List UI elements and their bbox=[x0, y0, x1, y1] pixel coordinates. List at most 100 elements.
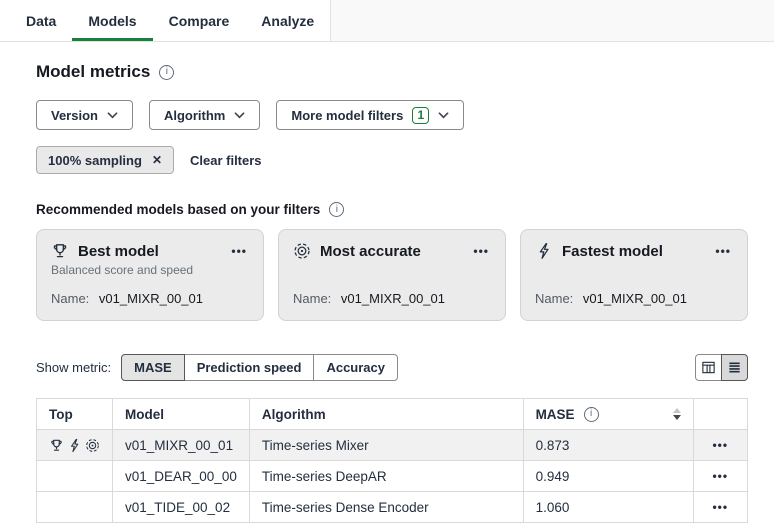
tab-compare[interactable]: Compare bbox=[168, 12, 230, 29]
trophy-icon bbox=[53, 244, 67, 258]
card-name-row: Name: v01_MIXR_00_01 bbox=[293, 291, 491, 306]
metric-segmented-control: MASE Prediction speed Accuracy bbox=[121, 354, 398, 381]
filter-count-badge: 1 bbox=[412, 106, 430, 124]
col-header-mase: MASE i bbox=[522, 398, 694, 430]
chevron-down-icon bbox=[107, 111, 118, 119]
metric-option-mase[interactable]: MASE bbox=[121, 354, 185, 381]
clear-filters-button[interactable]: Clear filters bbox=[190, 152, 262, 168]
mase-cell: 1.060 bbox=[522, 491, 694, 523]
card-header: Fastest model ••• bbox=[535, 242, 733, 260]
algorithm-cell: Time-series Dense Encoder bbox=[248, 491, 524, 523]
list-view-button[interactable] bbox=[721, 354, 748, 381]
best-model-card[interactable]: Best model ••• Balanced score and speed … bbox=[36, 229, 264, 321]
ellipsis-menu-icon[interactable]: ••• bbox=[473, 244, 489, 258]
metric-option-accuracy[interactable]: Accuracy bbox=[313, 354, 398, 381]
tab-models[interactable]: Models bbox=[72, 0, 153, 41]
sort-down-icon bbox=[672, 415, 681, 420]
top-badges bbox=[36, 491, 113, 523]
show-metric-label: Show metric: bbox=[36, 360, 112, 375]
metric-option-prediction-speed[interactable]: Prediction speed bbox=[183, 354, 315, 381]
col-header-mase-label: MASE bbox=[535, 406, 575, 422]
sort-arrows[interactable] bbox=[672, 408, 681, 420]
algorithm-filter-dropdown[interactable]: Algorithm bbox=[148, 100, 261, 130]
target-icon bbox=[86, 438, 99, 452]
algorithm-filter-label: Algorithm bbox=[163, 107, 226, 123]
tab-data[interactable]: Data bbox=[26, 12, 57, 29]
list-view-icon bbox=[729, 362, 740, 373]
sampling-filter-chip[interactable]: 100% sampling ✕ bbox=[36, 146, 174, 174]
model-name: v01_MIXR_00_01 bbox=[98, 291, 203, 306]
card-name-row: Name: v01_MIXR_00_01 bbox=[535, 291, 733, 306]
table-view-icon bbox=[702, 361, 715, 374]
top-badges bbox=[49, 438, 100, 453]
row-ellipsis-menu-icon[interactable]: ••• bbox=[712, 500, 729, 514]
model-name: v01_MIXR_00_01 bbox=[340, 291, 445, 306]
tab-analyze[interactable]: Analyze bbox=[261, 12, 315, 29]
card-header: Most accurate ••• bbox=[293, 242, 491, 260]
card-title: Fastest model bbox=[562, 242, 663, 260]
filter-row: Version Algorithm More model filters 1 bbox=[36, 100, 748, 130]
tab-list: Data Models Compare Analyze bbox=[0, 0, 330, 41]
table-view-button[interactable] bbox=[695, 354, 722, 381]
col-header-actions bbox=[692, 398, 749, 430]
col-header-model: Model bbox=[112, 398, 250, 430]
name-label: Name: bbox=[535, 291, 574, 306]
chevron-down-icon bbox=[438, 111, 449, 119]
more-model-filters-dropdown[interactable]: More model filters 1 bbox=[276, 100, 465, 130]
algorithm-cell: Time-series Mixer bbox=[248, 429, 524, 461]
metric-toggle-row: Show metric: MASE Prediction speed Accur… bbox=[36, 354, 748, 381]
models-table: Top Model Algorithm MASE i bbox=[36, 398, 749, 523]
ellipsis-menu-icon[interactable]: ••• bbox=[715, 244, 731, 258]
model-name-cell: v01_DEAR_00_00 bbox=[112, 460, 250, 492]
table-row[interactable]: v01_MIXR_00_01 Time-series Mixer 0.873 •… bbox=[36, 429, 749, 461]
card-subtitle bbox=[535, 263, 733, 278]
info-icon[interactable]: i bbox=[583, 406, 599, 422]
info-icon[interactable]: i bbox=[329, 202, 345, 217]
lightning-icon bbox=[539, 243, 549, 259]
table-header-row: Top Model Algorithm MASE i bbox=[36, 398, 749, 430]
top-badges bbox=[36, 460, 113, 492]
page-title-row: Model metrics i bbox=[36, 62, 748, 82]
more-model-filters-label: More model filters bbox=[291, 107, 404, 123]
mase-cell: 0.949 bbox=[522, 460, 694, 492]
recommended-heading: Recommended models based on your filters bbox=[36, 202, 321, 217]
sort-up-icon bbox=[672, 408, 681, 413]
card-title: Most accurate bbox=[320, 242, 421, 260]
main-content: Model metrics i Version Algorithm More m… bbox=[0, 42, 774, 523]
trophy-icon bbox=[51, 439, 62, 451]
chevron-down-icon bbox=[234, 111, 245, 119]
model-name-cell: v01_MIXR_00_01 bbox=[112, 429, 250, 461]
card-header: Best model ••• bbox=[51, 242, 249, 260]
most-accurate-card[interactable]: Most accurate ••• Name: v01_MIXR_00_01 bbox=[278, 229, 506, 321]
model-name: v01_MIXR_00_01 bbox=[582, 291, 687, 306]
name-label: Name: bbox=[293, 291, 332, 306]
header-spacer bbox=[330, 0, 774, 41]
card-subtitle bbox=[293, 263, 491, 278]
recommended-cards: Best model ••• Balanced score and speed … bbox=[36, 229, 748, 321]
row-ellipsis-menu-icon[interactable]: ••• bbox=[712, 469, 729, 483]
name-label: Name: bbox=[51, 291, 90, 306]
target-icon bbox=[294, 243, 310, 259]
col-header-algorithm: Algorithm bbox=[248, 398, 524, 430]
ellipsis-menu-icon[interactable]: ••• bbox=[231, 244, 247, 258]
close-icon[interactable]: ✕ bbox=[151, 153, 162, 167]
sampling-filter-chip-label: 100% sampling bbox=[48, 152, 142, 168]
algorithm-cell: Time-series DeepAR bbox=[248, 460, 524, 492]
fastest-model-card[interactable]: Fastest model ••• Name: v01_MIXR_00_01 bbox=[520, 229, 748, 321]
table-row[interactable]: v01_TIDE_00_02 Time-series Dense Encoder… bbox=[36, 491, 749, 523]
tab-bar: Data Models Compare Analyze bbox=[0, 0, 774, 42]
lightning-icon bbox=[70, 438, 79, 452]
model-name-cell: v01_TIDE_00_02 bbox=[112, 491, 250, 523]
card-title: Best model bbox=[78, 242, 159, 260]
view-toggle bbox=[695, 354, 748, 381]
table-row[interactable]: v01_DEAR_00_00 Time-series DeepAR 0.949 … bbox=[36, 460, 749, 492]
row-ellipsis-menu-icon[interactable]: ••• bbox=[712, 438, 729, 452]
info-icon[interactable]: i bbox=[159, 64, 175, 80]
mase-cell: 0.873 bbox=[522, 429, 694, 461]
card-subtitle: Balanced score and speed bbox=[51, 263, 194, 277]
recommended-heading-row: Recommended models based on your filters… bbox=[36, 202, 748, 217]
active-filters-row: 100% sampling ✕ Clear filters bbox=[36, 146, 748, 174]
version-filter-dropdown[interactable]: Version bbox=[36, 100, 133, 130]
page-title: Model metrics bbox=[36, 62, 151, 81]
card-name-row: Name: v01_MIXR_00_01 bbox=[51, 291, 249, 306]
